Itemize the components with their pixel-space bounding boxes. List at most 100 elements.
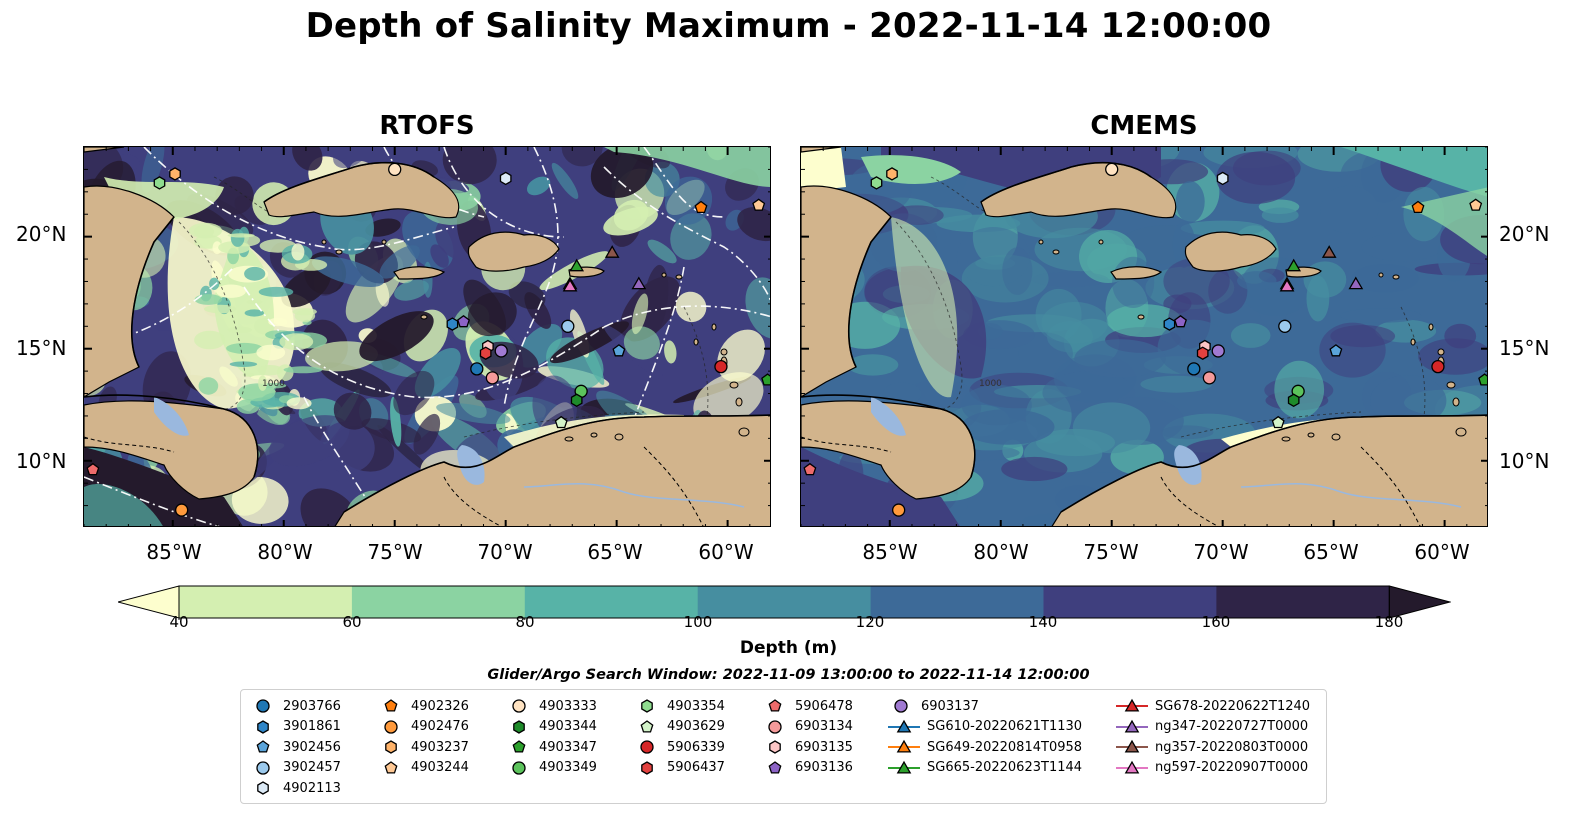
obs-marker-6903134 xyxy=(1202,371,1217,385)
obs-marker-5906478 xyxy=(803,462,817,476)
legend-marker-icon xyxy=(385,740,397,754)
legend-item: 5906478 xyxy=(761,696,853,716)
legend-item: 4903333 xyxy=(505,696,597,716)
map-svg-cmems: 1000 xyxy=(801,147,1487,526)
legend-label: 4902476 xyxy=(411,719,469,734)
x-tick-label: 80°W xyxy=(973,540,1029,564)
obs-marker-6903137 xyxy=(494,344,508,358)
legend-marker-icon xyxy=(769,740,781,754)
obs-marker-4903344 xyxy=(570,393,583,408)
legend-swatch xyxy=(768,719,782,734)
legend-marker-icon xyxy=(257,781,269,795)
legend-item: ng357-20220803T0000 xyxy=(1115,737,1308,757)
obs-marker-SG665-20220623T1144 xyxy=(569,258,585,272)
colorbar xyxy=(118,585,1451,620)
legend-marker-icon xyxy=(384,719,398,734)
obs-marker-6903134 xyxy=(485,371,500,385)
legend-marker-icon xyxy=(896,719,912,733)
obs-marker-4902326 xyxy=(1411,200,1425,214)
legend-label: 3902457 xyxy=(283,760,341,775)
legend-swatch xyxy=(256,740,270,753)
legend-swatch xyxy=(385,740,397,754)
colorbar-tick-label: 160 xyxy=(1201,613,1231,631)
obs-marker-SG665-20220623T1144 xyxy=(1286,258,1302,272)
obs-marker-ng347-20220727T0000 xyxy=(631,276,647,290)
legend-label: ng597-20220907T0000 xyxy=(1155,760,1309,775)
obs-marker-6903137 xyxy=(1211,344,1225,358)
obs-marker-4903629 xyxy=(554,415,568,429)
map-panel-cmems: 1000 xyxy=(800,146,1488,527)
legend-item: SG649-20220814T0958 xyxy=(887,737,1082,757)
obs-marker-5906437 xyxy=(479,346,492,360)
legend-item: ng597-20220907T0000 xyxy=(1115,758,1308,778)
x-tick-label: 85°W xyxy=(862,540,918,564)
legend-marker-icon xyxy=(256,760,270,775)
legend-swatch xyxy=(768,699,782,712)
legend-item: 4903354 xyxy=(633,696,725,716)
colorbar-tick-label: 80 xyxy=(515,613,535,631)
obs-marker-4902476 xyxy=(175,503,189,517)
legend-swatch xyxy=(256,699,270,713)
legend-marker-icon xyxy=(1124,760,1140,774)
legend-item: 4903349 xyxy=(505,758,597,778)
x-tick-label: 75°W xyxy=(1083,540,1139,564)
obs-marker-4903629 xyxy=(1271,415,1285,429)
legend-item: 4903629 xyxy=(633,717,725,737)
isobaths xyxy=(178,176,709,438)
axis-ticks xyxy=(84,147,770,526)
isobath-label: 1000 xyxy=(262,379,285,389)
legend-marker-icon xyxy=(1124,739,1140,753)
obs-marker-4903354 xyxy=(153,176,166,190)
obs-marker-6903136 xyxy=(1174,314,1187,328)
legend-marker-icon xyxy=(640,719,654,733)
legend-swatch xyxy=(1116,719,1148,733)
legend-label: 4902326 xyxy=(411,698,469,714)
legend-label: 4903629 xyxy=(667,719,725,734)
panel-title-rtofs: RTOFS xyxy=(379,111,475,141)
legend-label: 4903344 xyxy=(539,719,597,734)
legend-swatch xyxy=(384,760,398,774)
obs-marker-4903344 xyxy=(1287,393,1300,408)
legend-label: 3901861 xyxy=(283,719,341,734)
legend-swatch xyxy=(888,739,920,753)
map-panel-rtofs: 1000 xyxy=(83,146,771,527)
obs-marker-5906339 xyxy=(714,359,728,374)
legend-marker-icon xyxy=(257,719,269,734)
legend-swatch xyxy=(384,719,398,734)
legend-swatch xyxy=(512,760,526,775)
legend-swatch xyxy=(1116,698,1148,712)
obs-marker-4903333 xyxy=(1105,162,1119,177)
legend-item: 4903347 xyxy=(505,737,597,757)
land-mask xyxy=(801,147,1487,526)
legend-label: 6903136 xyxy=(795,760,853,775)
legend-swatch xyxy=(888,760,920,774)
x-tick-label: 65°W xyxy=(587,540,643,564)
y-tick-label: 20°N xyxy=(1499,222,1550,246)
legend-marker-icon xyxy=(641,699,653,713)
legend-marker-icon xyxy=(512,740,526,753)
legend-marker-icon xyxy=(256,699,270,713)
obs-marker-5906339 xyxy=(1431,359,1445,374)
legend-marker-icon xyxy=(1124,698,1140,712)
y-tick-label: 10°N xyxy=(16,449,67,473)
legend-label: 6903135 xyxy=(795,739,853,755)
legend-item: 4903244 xyxy=(377,758,469,778)
colorbar-segment xyxy=(1216,586,1390,618)
colorbar-label: Depth (m) xyxy=(739,638,838,658)
legend-marker-icon xyxy=(896,739,912,753)
legend-swatch xyxy=(1116,739,1148,753)
obs-marker-3901861 xyxy=(1163,317,1176,331)
legend-label: ng347-20220727T0000 xyxy=(1155,719,1309,734)
legend-marker-icon xyxy=(768,719,782,734)
legend-swatch xyxy=(894,699,908,713)
x-tick-label: 75°W xyxy=(367,540,423,564)
legend-item: 4902326 xyxy=(377,696,469,716)
legend-item: 5906437 xyxy=(633,758,725,778)
obs-marker-ng357-20220803T0000 xyxy=(1321,245,1337,258)
colorbar-tick-label: 60 xyxy=(342,613,362,631)
y-tick-label: 10°N xyxy=(1499,449,1550,473)
legend-label: SG610-20220621T1130 xyxy=(927,719,1083,734)
colorbar-tick-label: 40 xyxy=(169,613,189,631)
obs-marker-4902476 xyxy=(892,503,906,517)
legend-label: SG665-20220623T1144 xyxy=(927,760,1083,775)
